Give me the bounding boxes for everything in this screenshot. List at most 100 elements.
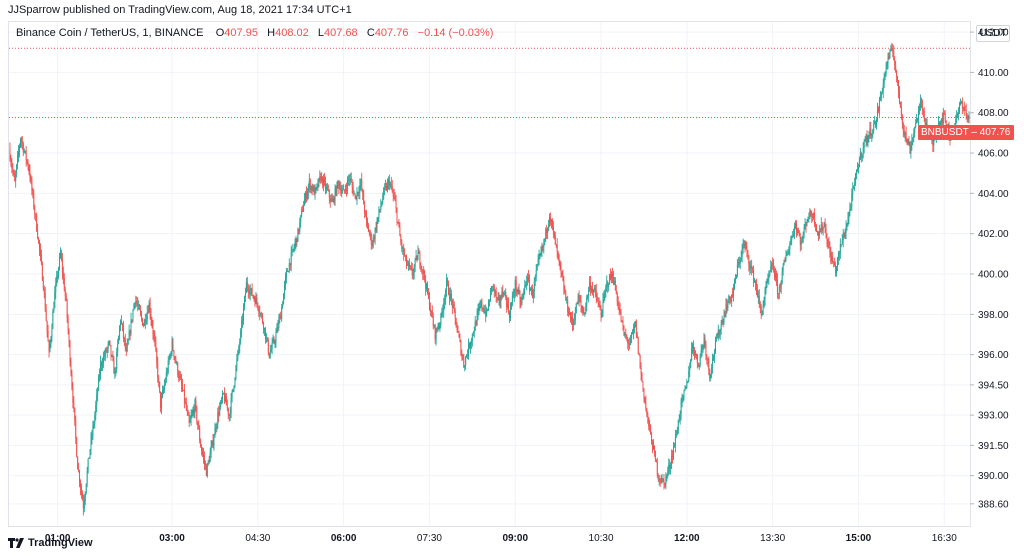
candle-body [31, 179, 33, 191]
candle-body [713, 356, 715, 358]
candle-body [550, 220, 552, 222]
candle-body [372, 237, 374, 247]
candle-body [932, 137, 934, 146]
candle-body [868, 135, 870, 137]
y-tick-label: 412.00 [978, 28, 1009, 39]
candle-body [541, 246, 543, 253]
candle-body [224, 396, 226, 402]
candle-body [230, 397, 232, 414]
candle-body [188, 415, 190, 423]
candle-body [49, 343, 51, 351]
candle-body [353, 193, 355, 195]
candle-body [857, 167, 859, 169]
candle-body [266, 337, 268, 341]
candle-body [678, 419, 680, 421]
candle-body [524, 285, 526, 290]
tradingview-footer[interactable]: TradingView [8, 537, 93, 549]
candle-body [846, 225, 848, 227]
candle-body [742, 245, 744, 249]
candle-body [19, 138, 21, 146]
candle-body [84, 492, 86, 501]
candle-body [456, 327, 458, 331]
candle-body [379, 209, 381, 211]
candle-body [281, 307, 283, 320]
candle-body [554, 235, 556, 245]
candle-body [105, 349, 107, 352]
candle-body [920, 99, 922, 102]
candle-body [758, 295, 760, 303]
candle-body [735, 276, 737, 278]
candle-body [186, 409, 188, 412]
candle-body [510, 303, 512, 308]
candle-body [889, 50, 891, 58]
candle-body [415, 255, 417, 260]
candle-body [191, 413, 193, 417]
candle-body [771, 263, 773, 267]
candle-body [677, 420, 679, 432]
candle-body [433, 325, 435, 327]
candle-body [112, 355, 114, 361]
candle-body [374, 228, 376, 239]
candle-body [599, 305, 601, 310]
candle-body [136, 301, 138, 304]
candle-body [732, 294, 734, 297]
candle-body [533, 280, 535, 293]
candle-body [501, 291, 503, 300]
candle-body [200, 440, 202, 448]
legend-close-value: 407.76 [374, 27, 409, 39]
candle-body [366, 220, 368, 226]
candle-body [182, 385, 184, 391]
candle-body [535, 270, 537, 278]
candle-body [240, 330, 242, 343]
candle-body [156, 349, 158, 363]
candle-body [135, 301, 137, 303]
candle-body [119, 326, 121, 337]
candle-body [305, 192, 307, 199]
candle-body [538, 255, 540, 260]
candle-body [707, 358, 709, 361]
candle-body [643, 388, 645, 399]
candle-body [270, 349, 272, 352]
candle-body [61, 259, 63, 273]
candle-body [661, 478, 663, 483]
candle-body [740, 256, 742, 259]
y-tick-label: 402.00 [978, 229, 1009, 240]
candle-body [702, 345, 704, 347]
candle-body [671, 456, 673, 465]
candle-body [579, 299, 581, 302]
candle-body [311, 186, 313, 191]
candle-body [450, 293, 452, 300]
candle-body [873, 124, 875, 131]
candle-body [264, 327, 266, 339]
candle-body [525, 285, 527, 286]
candle-body [830, 252, 832, 261]
candle-body [827, 242, 829, 244]
candle-body [896, 71, 898, 77]
candle-body [187, 411, 189, 416]
candle-body [794, 226, 796, 235]
y-tick-label: 400.00 [978, 270, 1009, 281]
candle-body [838, 253, 840, 255]
candle-body [199, 429, 201, 441]
candle-body [271, 342, 273, 350]
candle-body [243, 307, 245, 321]
y-tick-label: 406.00 [978, 149, 1009, 160]
candle-body [791, 236, 793, 240]
candle-body [688, 370, 690, 382]
candle-body [427, 293, 429, 297]
candle-body [693, 344, 695, 352]
currency-unit-button[interactable]: USDT [976, 25, 1010, 42]
candle-body [691, 348, 693, 361]
candle-body [587, 296, 589, 298]
candle-body [100, 362, 102, 375]
candle-body [373, 237, 375, 239]
candle-body [810, 210, 812, 216]
candle-body [107, 343, 109, 349]
candle-body [888, 56, 890, 58]
candle-body [54, 292, 56, 309]
candle-body [431, 310, 433, 318]
candle-body [278, 319, 280, 328]
candle-body [265, 337, 267, 339]
candle-body [268, 352, 270, 358]
candle-body [551, 220, 553, 227]
